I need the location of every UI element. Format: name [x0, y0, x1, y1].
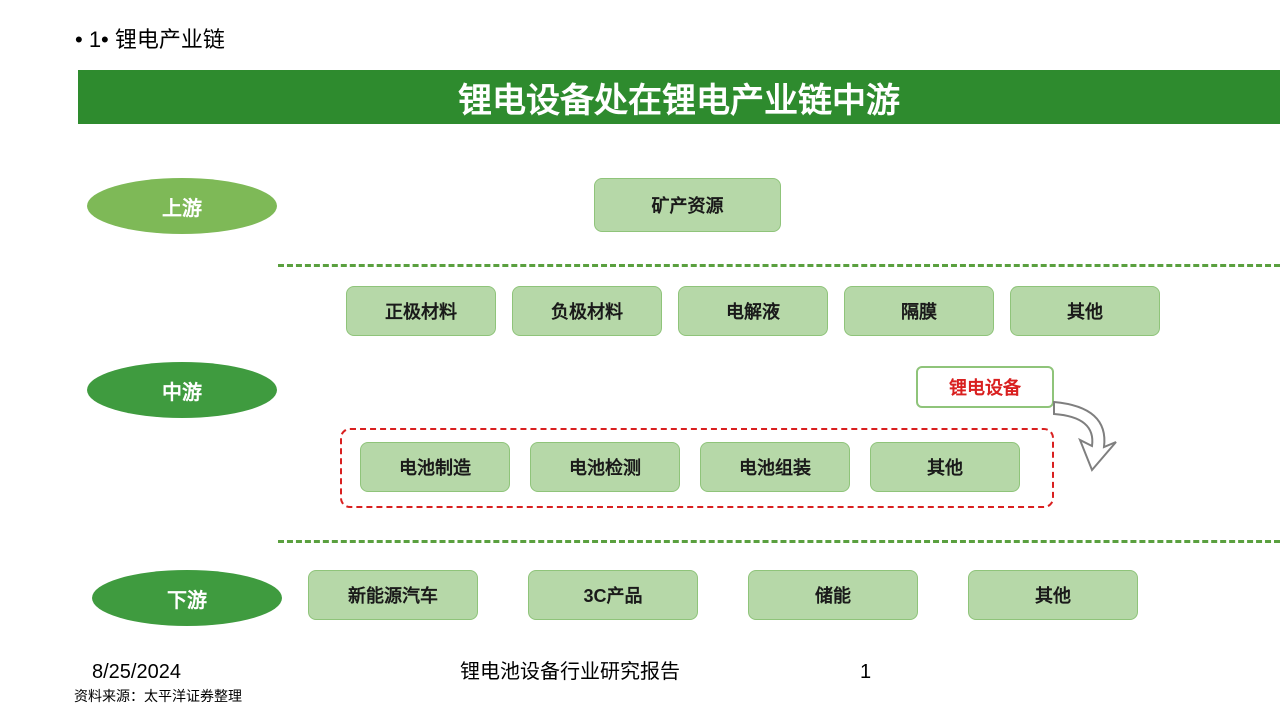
- downstream-box-3: 其他: [968, 570, 1138, 620]
- midstream-battery-box-1: 电池检测: [530, 442, 680, 492]
- breadcrumb: • 1• 锂电产业链: [75, 22, 225, 54]
- downstream-box-0: 新能源汽车: [308, 570, 478, 620]
- downstream-box-2: 储能: [748, 570, 918, 620]
- title-bar: 锂电设备处在锂电产业链中游: [78, 70, 1280, 124]
- stage-downstream: 下游: [92, 570, 282, 626]
- midstream-battery-box-3: 其他: [870, 442, 1020, 492]
- footer-page-number: 1: [860, 661, 871, 684]
- downstream-box-1: 3C产品: [528, 570, 698, 620]
- arrow-icon: [1044, 392, 1124, 482]
- midstream-battery-box-0: 电池制造: [360, 442, 510, 492]
- divider-midstream-downstream: [278, 540, 1280, 543]
- stage-midstream: 中游: [87, 362, 277, 418]
- highlight-lithium-equipment: 锂电设备: [916, 366, 1054, 408]
- upstream-box-0: 矿产资源: [594, 178, 781, 232]
- midstream-battery-box-2: 电池组装: [700, 442, 850, 492]
- footer-doc-title: 锂电池设备行业研究报告: [460, 655, 680, 684]
- footer-date: 8/25/2024: [92, 661, 181, 684]
- midstream-materials-box-3: 隔膜: [844, 286, 994, 336]
- midstream-materials-box-2: 电解液: [678, 286, 828, 336]
- divider-upstream-midstream: [278, 264, 1280, 267]
- midstream-materials-box-0: 正极材料: [346, 286, 496, 336]
- midstream-materials-box-1: 负极材料: [512, 286, 662, 336]
- midstream-materials-box-4: 其他: [1010, 286, 1160, 336]
- stage-upstream: 上游: [87, 178, 277, 234]
- footer-source: 资料来源：太平洋证券整理: [74, 686, 242, 706]
